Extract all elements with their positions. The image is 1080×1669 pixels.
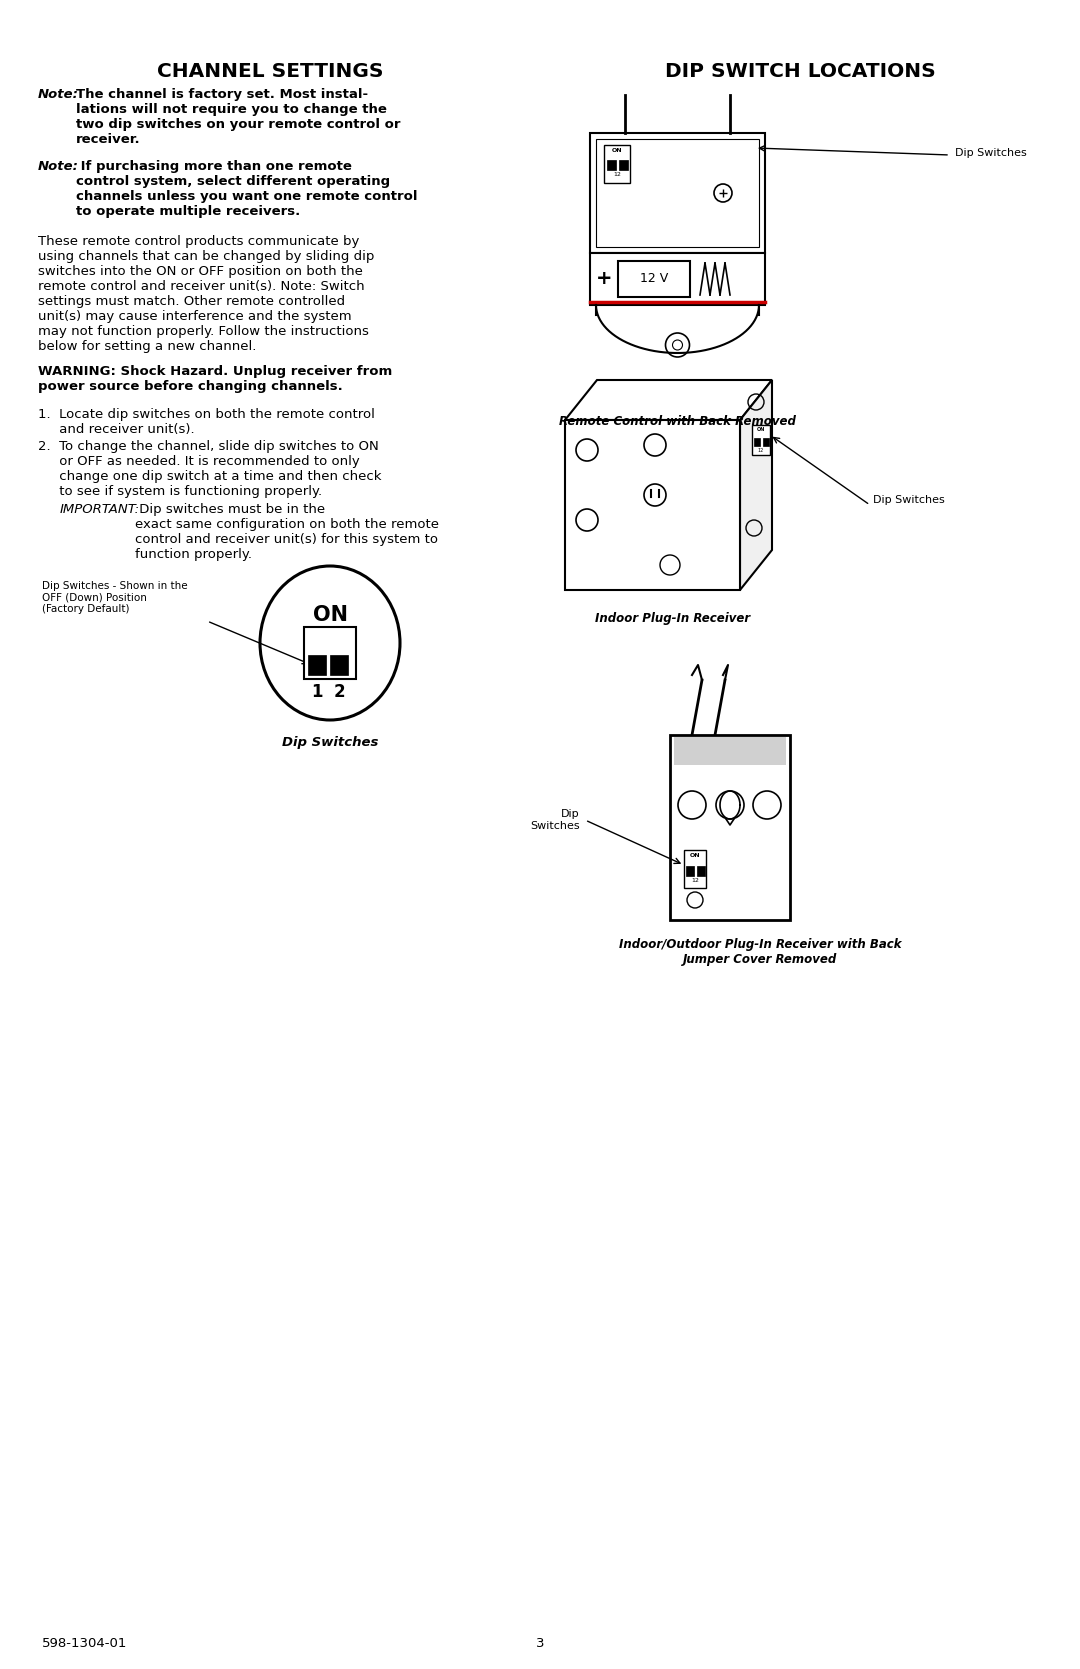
Text: 12 V: 12 V [639, 272, 669, 285]
Bar [752, 426, 770, 456]
Text: Indoor Plug-In Receiver: Indoor Plug-In Receiver [595, 613, 751, 624]
Text: Dip
Switches: Dip Switches [530, 809, 580, 831]
Text: DIP SWITCH LOCATIONS: DIP SWITCH LOCATIONS [664, 62, 935, 82]
Bar [762, 437, 769, 446]
Text: ON: ON [757, 427, 766, 432]
Bar [670, 734, 789, 920]
Text: 12: 12 [613, 172, 621, 177]
Polygon shape [740, 381, 772, 591]
Bar [607, 160, 616, 170]
Bar [330, 654, 348, 674]
Text: Dip Switches: Dip Switches [282, 736, 378, 748]
Text: 2: 2 [334, 683, 345, 701]
Text: The channel is factory set. Most instal-
lations will not require you to change : The channel is factory set. Most instal-… [76, 88, 401, 145]
Text: ON: ON [690, 853, 700, 858]
Polygon shape [565, 381, 772, 421]
Bar [674, 738, 786, 764]
Bar [684, 850, 706, 888]
Ellipse shape [260, 566, 400, 719]
Text: Indoor/Outdoor Plug-In Receiver with Back
Jumper Cover Removed: Indoor/Outdoor Plug-In Receiver with Bac… [619, 938, 902, 966]
Text: 12: 12 [758, 447, 765, 452]
Text: Dip Switches: Dip Switches [955, 149, 1027, 159]
Text: 3: 3 [536, 1637, 544, 1651]
Bar [686, 866, 694, 876]
Text: +: + [596, 269, 612, 289]
Text: If purchasing more than one remote
control system, select different operating
ch: If purchasing more than one remote contr… [76, 160, 418, 219]
Text: These remote control products communicate by
using channels that can be changed : These remote control products communicat… [38, 235, 375, 354]
Bar [596, 139, 759, 247]
Bar [308, 654, 326, 674]
Text: 2.  To change the channel, slide dip switches to ON
     or OFF as needed. It is: 2. To change the channel, slide dip swit… [38, 441, 381, 497]
Bar [590, 134, 765, 254]
Bar [618, 260, 690, 297]
Bar [754, 437, 760, 446]
Bar [604, 145, 630, 184]
Text: 1.  Locate dip switches on both the remote control
     and receiver unit(s).: 1. Locate dip switches on both the remot… [38, 407, 375, 436]
Text: ON: ON [611, 149, 622, 154]
Text: 1: 1 [311, 683, 323, 701]
Bar [697, 866, 705, 876]
Bar [619, 160, 627, 170]
Text: Dip Switches - Shown in the
OFF (Down) Position
(Factory Default): Dip Switches - Shown in the OFF (Down) P… [42, 581, 188, 614]
Text: IMPORTANT:: IMPORTANT: [60, 502, 140, 516]
Text: Remote Control with Back Removed: Remote Control with Back Removed [559, 416, 796, 427]
Text: Dip Switches: Dip Switches [873, 496, 945, 506]
Text: 598-1304-01: 598-1304-01 [42, 1637, 127, 1651]
Polygon shape [565, 421, 740, 591]
Text: Dip switches must be in the
exact same configuration on both the remote
control : Dip switches must be in the exact same c… [135, 502, 438, 561]
Bar [590, 254, 765, 305]
Text: CHANNEL SETTINGS: CHANNEL SETTINGS [157, 62, 383, 82]
Text: ON: ON [312, 604, 348, 624]
Text: Note:: Note: [38, 88, 79, 102]
Text: 12: 12 [691, 878, 699, 883]
Text: WARNING: Shock Hazard. Unplug receiver from
power source before changing channel: WARNING: Shock Hazard. Unplug receiver f… [38, 366, 392, 392]
Bar [303, 628, 356, 679]
Text: Note:: Note: [38, 160, 79, 174]
